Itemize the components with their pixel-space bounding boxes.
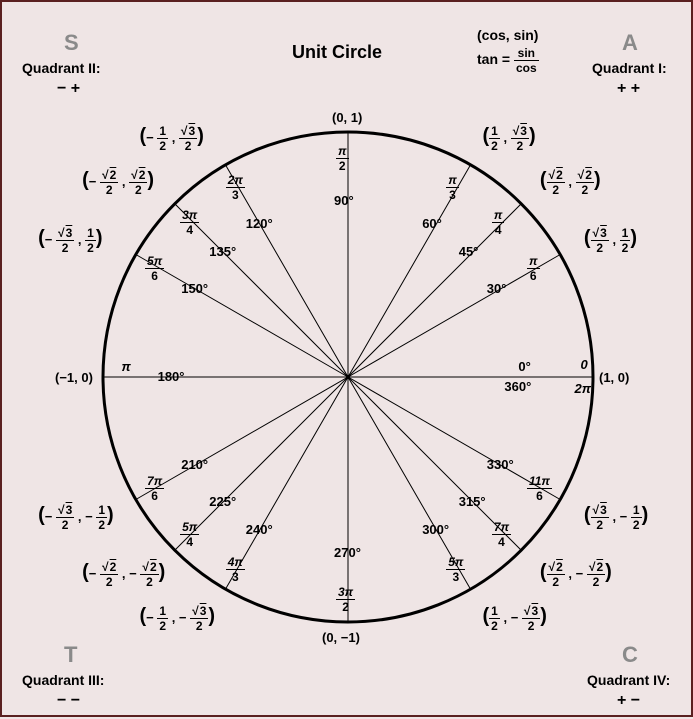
angle-deg-60: 60° (422, 216, 442, 231)
angle-deg-240: 240° (246, 522, 273, 537)
coord-210: (− √32 , − 12) (38, 504, 114, 531)
coord-150: (− √32 , 12) (38, 227, 102, 254)
angle-deg-0: 0° (518, 359, 530, 374)
angle-rad-225: 5π4 (180, 521, 199, 548)
coord-135: (− √22 , √22) (82, 169, 154, 196)
angle-rad-30: π6 (527, 255, 540, 282)
coord-225: (− √22 , − √22) (82, 561, 165, 588)
angle-rad-270: 3π2 (336, 586, 355, 613)
angle-rad-0: 0 (581, 357, 588, 372)
angle-deg-135: 135° (209, 244, 236, 259)
coord-45: (√22 , √22) (540, 169, 601, 196)
angle-deg-315: 315° (459, 494, 486, 509)
angle-rad-60: π3 (446, 174, 459, 201)
angle-deg-330: 330° (487, 457, 514, 472)
angle-deg-90: 90° (334, 193, 354, 208)
angle-rad-315: 7π4 (492, 521, 511, 548)
axis-bottom: (0, −1) (322, 630, 360, 645)
angle-rad-240: 4π3 (226, 556, 245, 583)
coord-315: (√22 , − √22) (540, 561, 612, 588)
angle-deg-30: 30° (487, 281, 507, 296)
angle-rad-150: 5π6 (145, 255, 164, 282)
angle-rad-135: 3π4 (180, 209, 199, 236)
angle-rad-330: 11π6 (527, 475, 552, 502)
angle-deg-150: 150° (181, 281, 208, 296)
coord-240: (− 12 , − √32) (140, 605, 216, 632)
axis-right: (1, 0) (599, 370, 629, 385)
angle-rad-45: π4 (492, 209, 505, 236)
coord-120: (− 12 , √32) (140, 125, 204, 152)
angle-rad-180: π (122, 359, 131, 374)
coord-60: (12 , √32) (483, 125, 536, 152)
angle-rad-300: 5π3 (446, 556, 465, 583)
angle-rad-120: 2π3 (226, 174, 245, 201)
angle-deg-45: 45° (459, 244, 479, 259)
angle-rad-210: 7π6 (145, 475, 164, 502)
axis-left: (−1, 0) (55, 370, 93, 385)
angle-deg-270: 270° (334, 545, 361, 560)
angle-rad-90: π2 (336, 145, 349, 172)
angle-deg-120: 120° (246, 216, 273, 231)
angle-deg-360: 360° (504, 379, 531, 394)
angle-deg-180: 180° (158, 369, 185, 384)
angle-deg-225: 225° (209, 494, 236, 509)
coord-330: (√32 , − 12) (584, 504, 648, 531)
angle-deg-300: 300° (422, 522, 449, 537)
axis-top: (0, 1) (332, 110, 362, 125)
angle-deg-210: 210° (181, 457, 208, 472)
coord-30: (√32 , 12) (584, 227, 637, 254)
coord-300: (12 , − √32) (483, 605, 547, 632)
angle-rad-360: 2π (575, 381, 592, 396)
